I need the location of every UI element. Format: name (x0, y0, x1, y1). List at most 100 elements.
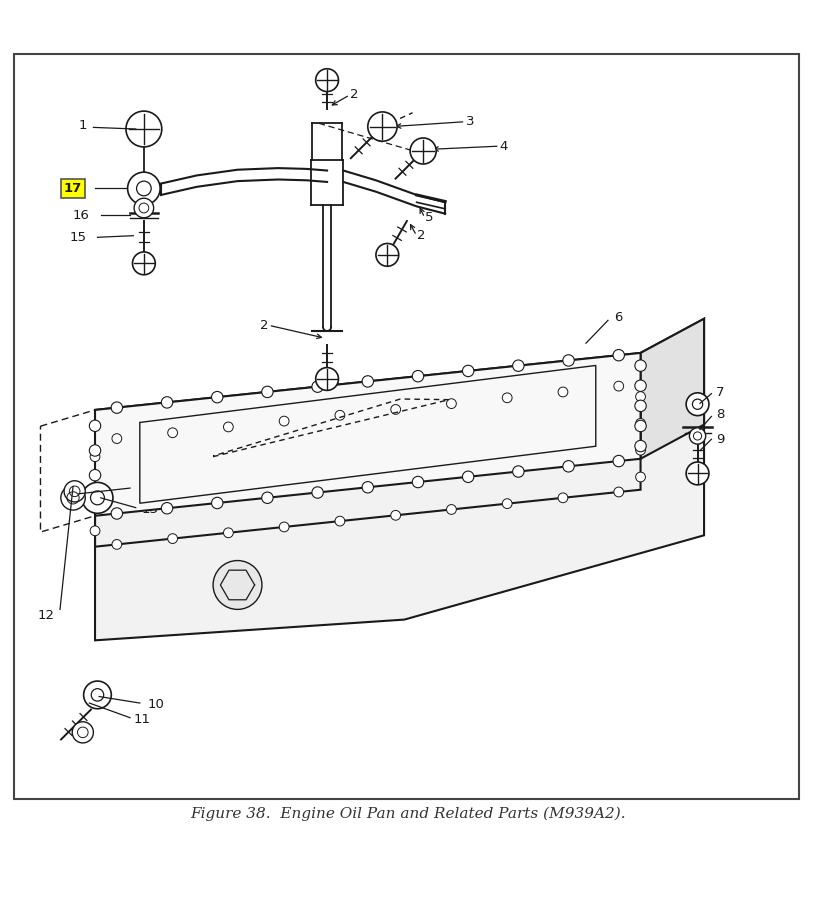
Circle shape (636, 445, 645, 455)
Circle shape (636, 418, 645, 428)
Circle shape (558, 387, 568, 397)
Circle shape (167, 533, 177, 543)
Circle shape (90, 489, 100, 498)
Circle shape (89, 470, 100, 481)
Circle shape (635, 380, 646, 392)
Polygon shape (641, 319, 704, 459)
Circle shape (224, 528, 234, 538)
Circle shape (90, 526, 100, 536)
Circle shape (613, 455, 624, 467)
Text: 3: 3 (466, 115, 474, 128)
Circle shape (558, 493, 568, 503)
Text: 12: 12 (38, 609, 54, 621)
Circle shape (212, 497, 223, 508)
Text: 5: 5 (425, 211, 433, 224)
Circle shape (362, 375, 373, 387)
Circle shape (413, 371, 424, 382)
Circle shape (111, 402, 123, 413)
Circle shape (376, 243, 399, 267)
Circle shape (614, 382, 623, 391)
Text: 2: 2 (350, 88, 359, 101)
Circle shape (112, 540, 122, 550)
Circle shape (636, 472, 645, 482)
Circle shape (315, 69, 338, 92)
Text: 17: 17 (64, 182, 83, 195)
Text: 8: 8 (717, 409, 725, 421)
Circle shape (686, 392, 709, 416)
Circle shape (563, 461, 574, 472)
Text: 10: 10 (148, 698, 165, 711)
Circle shape (261, 492, 273, 504)
Circle shape (89, 494, 100, 506)
Circle shape (391, 405, 400, 414)
Circle shape (279, 416, 289, 426)
Polygon shape (95, 353, 641, 515)
Circle shape (60, 486, 85, 510)
Text: 1: 1 (78, 119, 87, 132)
Circle shape (690, 427, 706, 445)
Circle shape (362, 481, 373, 493)
Circle shape (391, 510, 400, 520)
Circle shape (635, 420, 646, 432)
Text: 2: 2 (417, 229, 425, 242)
Text: 11: 11 (399, 418, 416, 431)
Circle shape (213, 560, 262, 610)
Circle shape (279, 522, 289, 532)
Circle shape (563, 355, 574, 366)
Text: 6: 6 (614, 311, 622, 323)
Circle shape (335, 410, 345, 420)
Text: 14: 14 (133, 480, 150, 493)
Text: 9: 9 (717, 433, 725, 445)
Circle shape (134, 198, 154, 217)
Circle shape (447, 505, 457, 515)
Circle shape (167, 427, 177, 437)
Text: Figure 38.  Engine Oil Pan and Related Parts (M939A2).: Figure 38. Engine Oil Pan and Related Pa… (190, 806, 627, 821)
Circle shape (127, 172, 160, 205)
Polygon shape (95, 319, 704, 640)
Text: 2: 2 (260, 319, 269, 331)
Circle shape (635, 360, 646, 372)
Circle shape (212, 392, 223, 403)
Circle shape (161, 503, 172, 514)
Circle shape (312, 487, 324, 498)
Circle shape (686, 462, 709, 485)
Text: 11: 11 (133, 713, 150, 726)
Circle shape (636, 392, 645, 401)
Circle shape (368, 112, 397, 141)
Circle shape (111, 507, 123, 519)
Circle shape (613, 349, 624, 361)
Circle shape (413, 476, 424, 488)
Circle shape (89, 420, 100, 432)
Circle shape (502, 498, 512, 508)
Circle shape (512, 466, 524, 477)
Circle shape (224, 422, 234, 432)
Circle shape (126, 111, 162, 147)
Circle shape (502, 393, 512, 402)
Circle shape (83, 681, 111, 709)
Circle shape (614, 487, 623, 497)
Circle shape (315, 367, 338, 391)
Circle shape (132, 252, 155, 275)
Circle shape (462, 365, 474, 376)
Circle shape (335, 516, 345, 526)
Circle shape (64, 480, 85, 502)
Circle shape (112, 434, 122, 444)
Circle shape (447, 399, 457, 409)
Text: 13: 13 (141, 503, 158, 515)
Circle shape (410, 138, 436, 164)
Text: 4: 4 (500, 139, 508, 153)
Text: 16: 16 (73, 209, 89, 222)
Circle shape (261, 386, 273, 398)
Circle shape (72, 722, 93, 743)
Circle shape (161, 397, 172, 408)
Circle shape (312, 381, 324, 392)
Circle shape (90, 452, 100, 462)
Circle shape (512, 360, 524, 372)
Text: 7: 7 (717, 385, 725, 399)
Circle shape (89, 445, 100, 456)
Circle shape (635, 440, 646, 452)
Circle shape (82, 482, 113, 514)
Circle shape (462, 471, 474, 482)
Circle shape (635, 401, 646, 411)
Text: 15: 15 (70, 231, 87, 243)
